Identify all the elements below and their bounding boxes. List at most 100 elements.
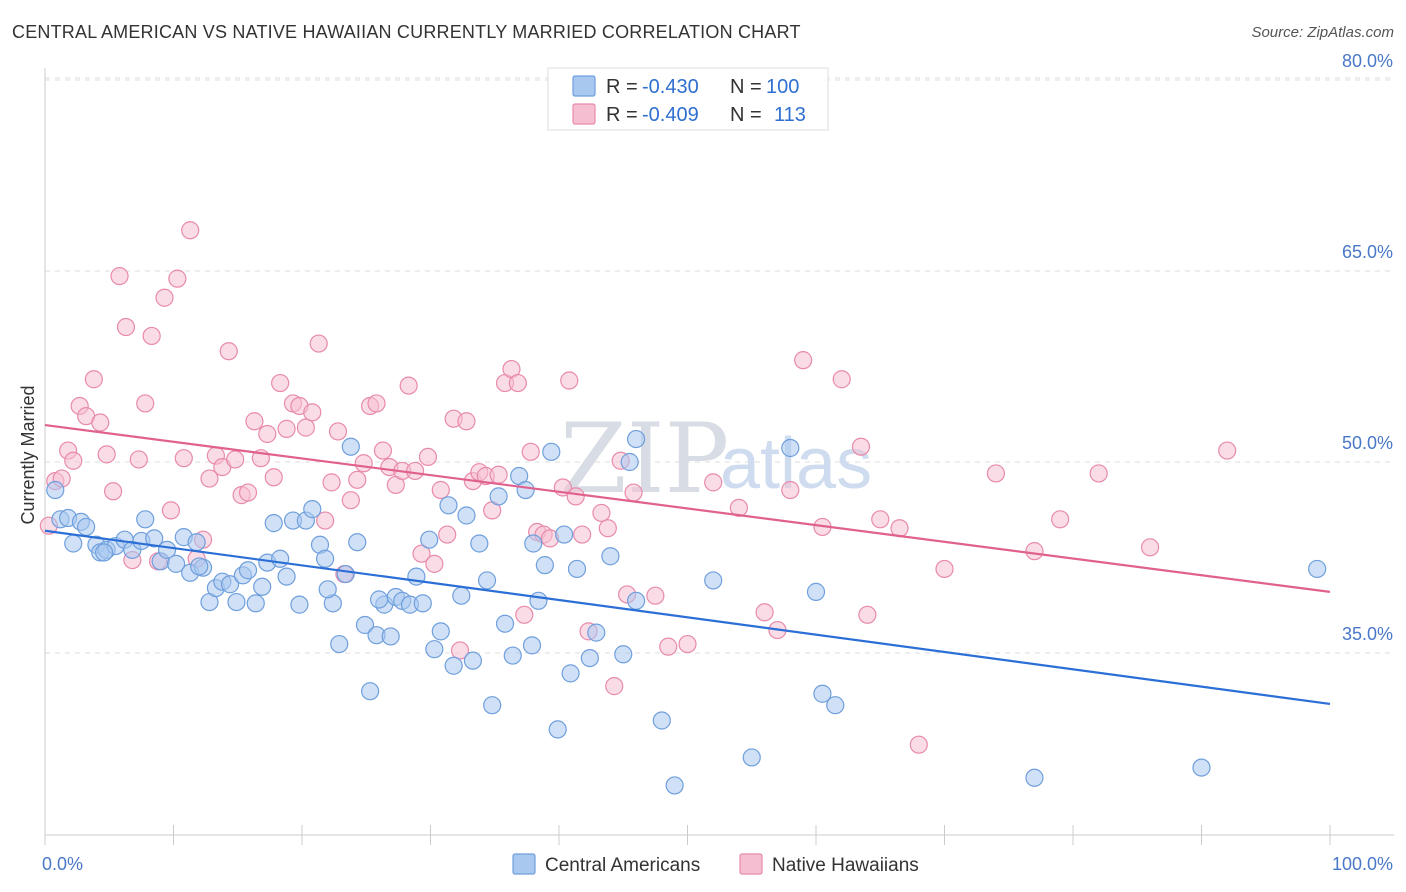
native-hawaiian-point [425,554,444,573]
native-hawaiians-trendline [44,423,1331,593]
native-hawaiian-point [97,445,116,464]
native-hawaiian-point [181,221,200,240]
central-american-point [665,776,684,795]
native-hawaiian-point [296,418,315,437]
native-hawaiian-point [1140,538,1160,557]
native-hawaiians-points [39,221,1237,754]
y-tick-labels: 35.0% 50.0% 65.0% 80.0% [1342,51,1393,644]
native-hawaiian-point [238,483,258,502]
central-american-point [555,525,574,544]
bottom-legend-native-hawaiians: Native Hawaiians [772,855,919,876]
native-hawaiian-point [264,468,283,487]
central-american-point [806,582,826,601]
native-hawaiian-point [431,480,450,500]
native-hawaiian-point [729,498,749,517]
central-american-point [271,549,290,568]
native-hawaiian-point [909,735,928,754]
native-hawaiian-point [341,491,360,510]
native-hawaiian-point [277,419,296,438]
central-american-point [381,627,400,646]
native-hawaiian-point [316,511,335,530]
central-american-point [444,656,463,675]
central-american-point [77,517,96,537]
central-american-point [1192,758,1211,777]
central-american-point [495,614,515,633]
native-hawaiian-point [110,266,129,286]
central-american-point [439,496,458,515]
native-hawaiian-point [142,326,161,346]
y-tick-label: 35.0% [1342,624,1393,644]
central-americans-points [46,429,1327,795]
native-hawaiian-point [84,370,103,389]
central-american-point [420,530,439,549]
native-hawaiian-point [566,487,585,506]
central-american-point [529,591,548,610]
central-american-point [290,595,309,614]
central-american-point [470,534,489,553]
y-tick-label: 50.0% [1342,433,1393,453]
central-american-point [95,543,114,562]
legend-r-value-blue: -0.430 [642,76,699,98]
central-american-point [355,615,375,635]
central-american-point [145,529,164,548]
native-hawaiian-point [399,376,418,395]
central-american-point [477,571,497,590]
central-american-point [253,577,272,596]
native-hawaiian-point [373,441,393,460]
central-american-point [370,590,389,609]
central-american-point [413,594,432,613]
native-hawaiian-point [405,461,425,481]
native-hawaiian-point [851,437,871,456]
native-hawaiian-point [412,544,431,563]
chart-source: Source: ZipAtlas.com [1251,24,1394,41]
native-hawaiian-point [646,586,665,605]
native-hawaiian-point [271,373,290,393]
native-hawaiian-point [489,465,508,484]
y-tick-label: 65.0% [1342,242,1393,262]
native-hawaiian-point [129,450,148,469]
legend-n-value-pink: 113 [774,104,806,126]
central-american-point [813,684,832,703]
native-hawaiian-point [598,519,617,538]
central-american-point [136,510,155,529]
central-american-point [587,623,606,642]
legend-r-label-pink: R = [606,104,638,126]
native-hawaiian-point [755,603,774,622]
native-hawaiian-point [794,351,813,370]
central-american-point [535,556,554,575]
central-american-point [620,452,639,472]
native-hawaiian-point [168,269,187,288]
native-hawaiian-point [560,371,579,390]
central-american-point [524,534,543,553]
native-hawaiian-point [1025,542,1044,561]
legend-n-label-blue: N = [730,76,762,98]
native-hawaiian-point [521,442,540,461]
native-hawaiian-point [91,413,110,432]
native-hawaiian-point [605,677,624,696]
native-hawaiian-point [508,373,527,393]
native-hawaiian-point [174,449,193,468]
central-american-point [580,648,599,668]
bottom-legend-swatch-blue [512,853,536,875]
native-hawaiian-point [438,525,457,544]
central-american-point [238,561,258,580]
central-american-point [826,696,845,715]
native-hawaiian-point [354,454,373,473]
native-hawaiian-point [832,370,851,389]
native-hawaiian-point [219,342,238,361]
native-hawaiian-point [935,559,954,579]
legend-swatch-blue [572,75,596,97]
central-american-point [190,557,209,576]
central-american-point [1308,559,1327,579]
central-american-point [463,651,483,670]
native-hawaiian-point [515,605,534,624]
central-american-point [522,636,542,655]
native-hawaiian-point [1218,441,1237,460]
native-hawaiian-point [348,470,367,489]
axes [44,68,1394,845]
central-american-point [341,437,360,456]
chart-title: CENTRAL AMERICAN VS NATIVE HAWAIIAN CURR… [12,22,801,42]
central-american-point [246,594,265,613]
central-american-point [567,559,587,579]
